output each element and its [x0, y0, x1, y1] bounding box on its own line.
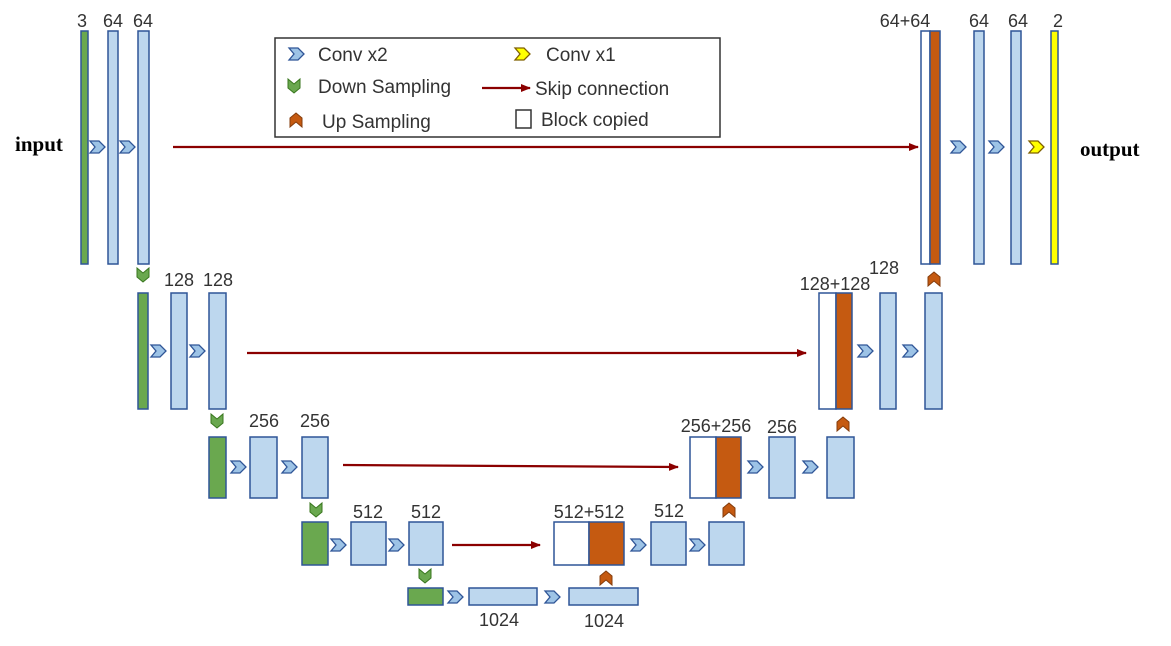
skip-arrow	[342, 462, 679, 471]
down-sampling-icon	[418, 568, 432, 584]
channel-label: 128	[203, 270, 233, 290]
enc1-feature-block-1	[107, 30, 119, 265]
bottleneck-feature-block-1	[468, 587, 538, 606]
legend: Conv x2 Conv x1 Down Sampling Skip conne…	[274, 37, 721, 138]
channel-label: 128+128	[800, 274, 871, 294]
channel-label: 512	[353, 502, 383, 522]
conv2-icon	[447, 590, 464, 604]
enc3-feature-block-1	[249, 436, 278, 499]
up-sampling-icon	[927, 271, 941, 287]
dec4-copied-block	[553, 521, 590, 566]
output-label: output	[1080, 137, 1140, 161]
channel-label: 64	[103, 11, 123, 31]
dec4-feature-block-2	[708, 521, 745, 566]
conv2-icon	[544, 590, 561, 604]
conv2-icon	[150, 344, 167, 358]
dec2-feature-block-2	[924, 292, 943, 410]
enc2-input-block	[137, 292, 149, 410]
enc3-feature-block-2	[301, 436, 329, 499]
channel-label: 64	[969, 11, 989, 31]
conv2-icon	[802, 460, 819, 474]
conv2-icon	[902, 344, 919, 358]
conv2-icon	[857, 344, 874, 358]
channel-label: 256	[300, 411, 330, 431]
legend-down-label: Down Sampling	[318, 77, 451, 98]
dec3-feature-block-2	[826, 436, 855, 499]
dec4-upsampled-block	[588, 521, 625, 566]
channel-label: 3	[77, 11, 87, 31]
channel-label: 256+256	[681, 416, 752, 436]
dec3-feature-block-1	[768, 436, 796, 499]
conv2-icon	[950, 140, 967, 154]
legend-skip-label: Skip connection	[535, 79, 669, 100]
channel-label: 128	[164, 270, 194, 290]
conv2-icon	[230, 460, 247, 474]
up-sampling-icon	[599, 570, 613, 586]
conv1-icon	[1028, 140, 1045, 154]
conv2-icon	[689, 538, 706, 552]
legend-copied-label: Block copied	[541, 110, 649, 131]
channel-label: 128	[869, 258, 899, 278]
channel-label: 2	[1053, 11, 1063, 31]
channel-label: 64	[1008, 11, 1028, 31]
dec1-feature-block-1	[973, 30, 985, 265]
conv2-icon	[119, 140, 136, 154]
enc1-input-block	[80, 30, 89, 265]
channel-label: 512	[654, 501, 684, 521]
conv2-icon	[330, 538, 347, 552]
dec3-upsampled-block	[715, 436, 742, 499]
legend-conv2-label: Conv x2	[318, 45, 388, 66]
dec1-feature-block-2	[1010, 30, 1022, 265]
dec1-upsampled-block	[929, 30, 941, 265]
up-sampling-icon	[722, 502, 736, 518]
channel-label: 1024	[479, 610, 519, 630]
channel-label: 512	[411, 502, 441, 522]
dec2-copied-block	[818, 292, 837, 410]
enc4-feature-block-2	[408, 521, 444, 566]
conv2-icon	[988, 140, 1005, 154]
up-sampling-icon	[836, 416, 850, 432]
channel-label: 256	[249, 411, 279, 431]
down-sampling-icon	[210, 413, 224, 429]
enc2-feature-block-1	[170, 292, 188, 410]
dec3-copied-block	[689, 436, 717, 499]
copied-block-icon	[515, 109, 532, 129]
channel-label: 64	[133, 11, 153, 31]
input-label: input	[15, 132, 63, 156]
enc4-feature-block-1	[350, 521, 387, 566]
conv2-icon	[388, 538, 405, 552]
enc1-feature-block-2	[137, 30, 150, 265]
conv2-icon	[189, 344, 206, 358]
enc3-input-block	[208, 436, 227, 499]
dec2-upsampled-block	[835, 292, 853, 410]
conv2-icon	[747, 460, 764, 474]
down-sampling-icon	[136, 267, 150, 283]
dec4-feature-block-1	[650, 521, 687, 566]
channel-label: 64+64	[880, 11, 931, 31]
conv2-icon	[281, 460, 298, 474]
legend-up-label: Up Sampling	[322, 112, 431, 133]
enc2-feature-block-2	[208, 292, 227, 410]
enc4-input-block	[301, 521, 329, 566]
down-sampling-icon	[309, 502, 323, 518]
output-block	[1050, 30, 1059, 265]
dec1-copied-block	[920, 30, 931, 265]
channel-label: 1024	[584, 611, 624, 631]
bottleneck-input-block	[407, 587, 444, 606]
channel-label: 512+512	[554, 502, 625, 522]
conv2-icon	[630, 538, 647, 552]
channel-label: 256	[767, 417, 797, 437]
dec2-feature-block-1	[879, 292, 897, 410]
legend-conv1-label: Conv x1	[546, 45, 616, 66]
conv2-icon	[89, 140, 106, 154]
bottleneck-feature-block-2	[568, 587, 639, 606]
